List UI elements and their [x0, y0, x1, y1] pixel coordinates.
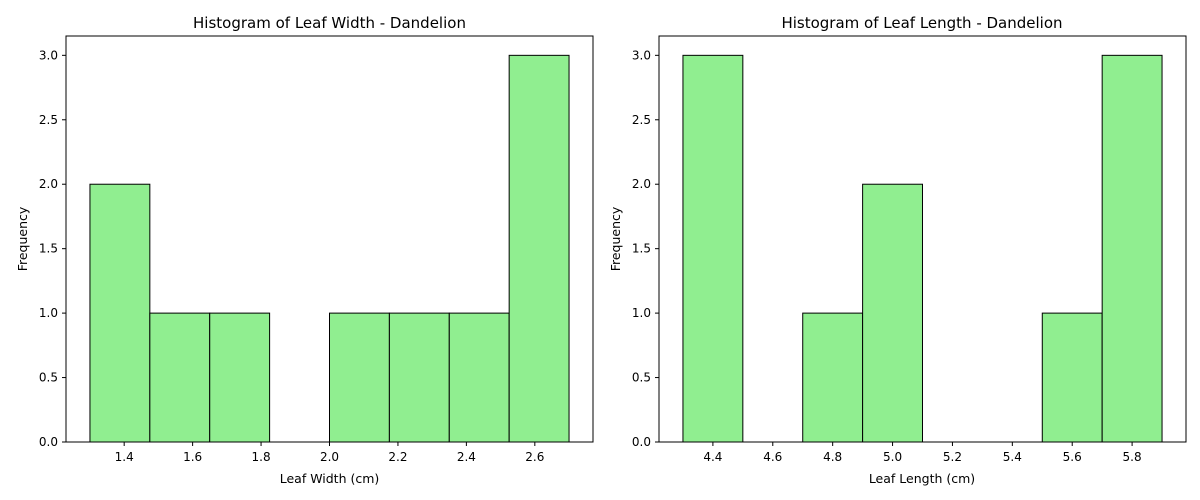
x-ticks: 1.4 1.6 1.8 2.0 2.2 2.4 2.6 [115, 442, 544, 464]
chart-leaf-width: Histogram of Leaf Width - Dandelion 1.4 1… [15, 14, 594, 486]
y-axis-label: Frequency [15, 206, 30, 271]
y-ticks: 0.0 0.5 1.0 1.5 2.0 2.5 3.0 [39, 48, 66, 449]
x-tick-label: 2.6 [525, 450, 544, 464]
x-tick-label: 4.8 [823, 450, 842, 464]
plot-frame [658, 35, 1187, 443]
bars [682, 54, 1163, 443]
chart-title: Histogram of Leaf Length - Dandelion [781, 14, 1062, 32]
histogram-bar [862, 183, 924, 443]
chart-leaf-length: Histogram of Leaf Length - Dandelion 4.4… [608, 14, 1187, 486]
y-axis-label: Frequency [608, 206, 623, 271]
histogram-bar [209, 312, 271, 443]
x-tick-label: 5.0 [883, 450, 902, 464]
histogram-bar [682, 54, 744, 443]
histogram-bar [329, 312, 390, 443]
histogram-bar [802, 312, 864, 443]
x-axis-label: Leaf Width (cm) [280, 471, 380, 486]
y-tick-label: 2.5 [632, 113, 651, 127]
x-tick-label: 4.4 [703, 450, 722, 464]
histogram-bar [149, 312, 211, 443]
y-tick-label: 3.0 [632, 48, 651, 62]
x-tick-label: 1.6 [183, 450, 202, 464]
x-tick-label: 2.2 [388, 450, 407, 464]
x-tick-label: 1.8 [252, 450, 271, 464]
y-tick-label: 2.5 [39, 113, 58, 127]
y-tick-label: 2.0 [39, 177, 58, 191]
y-tick-label: 0.0 [39, 435, 58, 449]
y-tick-label: 3.0 [39, 48, 58, 62]
x-tick-label: 5.4 [1003, 450, 1022, 464]
chart-title: Histogram of Leaf Width - Dandelion [193, 14, 466, 32]
x-tick-label: 5.6 [1063, 450, 1082, 464]
y-tick-label: 0.0 [632, 435, 651, 449]
histogram-bar [1041, 312, 1103, 443]
histogram-bar [448, 312, 510, 443]
x-tick-label: 5.8 [1123, 450, 1142, 464]
x-axis-label: Leaf Length (cm) [869, 471, 975, 486]
histogram-bar [89, 183, 151, 443]
x-tick-label: 1.4 [115, 450, 134, 464]
y-tick-label: 2.0 [632, 177, 651, 191]
y-tick-label: 1.5 [632, 242, 651, 256]
x-tick-label: 2.4 [457, 450, 476, 464]
x-tick-label: 2.0 [320, 450, 339, 464]
bars [89, 54, 570, 443]
histogram-bar [508, 54, 570, 443]
x-tick-label: 4.6 [763, 450, 782, 464]
histogram-bar [388, 312, 450, 443]
y-tick-label: 1.5 [39, 242, 58, 256]
x-tick-label: 5.2 [943, 450, 962, 464]
y-ticks: 0.0 0.5 1.0 1.5 2.0 2.5 3.0 [632, 48, 659, 449]
x-ticks: 4.4 4.6 4.8 5.0 5.2 5.4 5.6 5.8 [703, 442, 1142, 464]
y-tick-label: 1.0 [632, 306, 651, 320]
y-tick-label: 0.5 [39, 371, 58, 385]
y-tick-label: 1.0 [39, 306, 58, 320]
histogram-bar [1101, 54, 1163, 443]
y-tick-label: 0.5 [632, 371, 651, 385]
